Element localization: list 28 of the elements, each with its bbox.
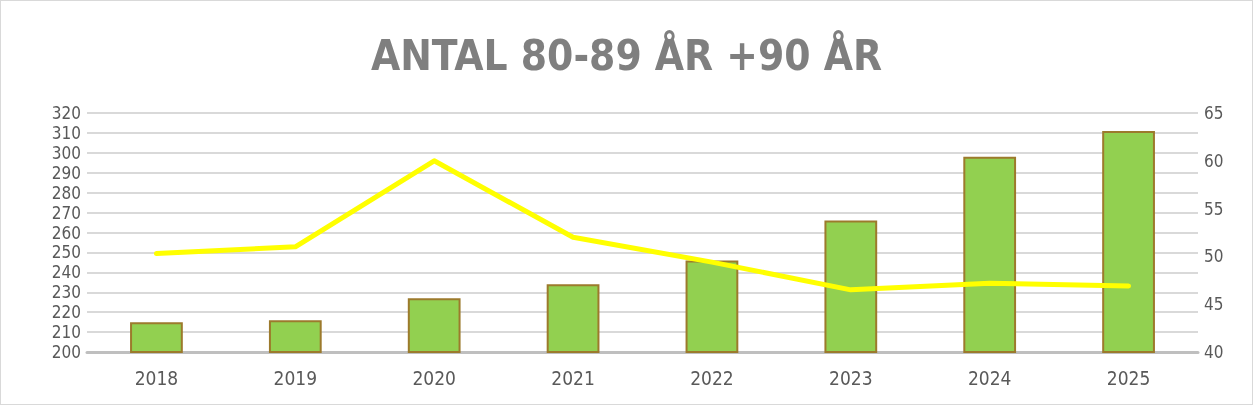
y-tick-label: 260	[51, 222, 81, 243]
y-tick-label: 300	[51, 142, 81, 163]
y-tick-label: 270	[51, 202, 81, 223]
x-tick-label: 2023	[829, 366, 873, 389]
chart-title: ANTAL 80-89 ÅR +90 ÅR	[370, 29, 883, 80]
y2-tick-label: 45	[1204, 294, 1224, 315]
y-tick-label: 320	[51, 103, 81, 123]
y-tick-label: 230	[51, 282, 81, 303]
y2-tick-label: 60	[1204, 150, 1224, 171]
x-tick-label: 2022	[690, 366, 734, 389]
x-tick-label: 2024	[967, 366, 1012, 389]
y-tick-label: 210	[51, 322, 81, 343]
y-tick-label: 240	[51, 262, 81, 283]
y-tick-label: 310	[51, 122, 81, 143]
x-tick-label: 2019	[273, 366, 318, 389]
y2-tick-label: 65	[1204, 103, 1224, 123]
y2-tick-label: 50	[1204, 246, 1224, 267]
y2-tick-label: 40	[1204, 342, 1224, 362]
x-tick-label: 2021	[551, 366, 595, 389]
x-tick-label: 2025	[1106, 366, 1151, 389]
y-tick-label: 290	[51, 162, 81, 183]
y-tick-label: 220	[51, 302, 81, 323]
y2-tick-label: 55	[1204, 198, 1224, 219]
y-tick-label: 200	[51, 342, 81, 362]
y-tick-label: 280	[51, 182, 81, 203]
x-tick-label: 2018	[134, 366, 179, 389]
x-tick-label: 2020	[412, 366, 456, 389]
y-tick-label: 250	[51, 242, 81, 263]
